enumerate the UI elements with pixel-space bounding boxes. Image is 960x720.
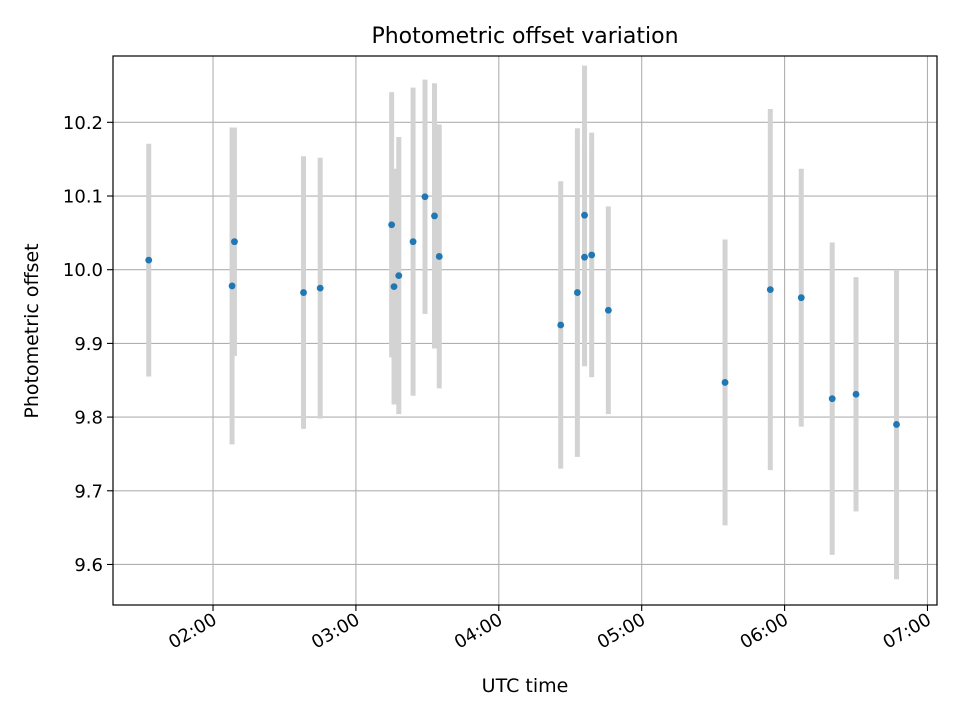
data-point — [721, 379, 729, 386]
data-point — [766, 286, 774, 294]
data-point — [828, 395, 836, 403]
data-point — [581, 253, 588, 261]
y-tick-label: 9.6 — [74, 555, 103, 576]
x-axis-label: UTC time — [482, 675, 569, 697]
grid — [113, 56, 937, 605]
plot-frame — [112, 55, 938, 606]
data-point — [228, 282, 236, 290]
data-point — [316, 284, 324, 292]
y-tick-label: 10.1 — [63, 187, 103, 208]
data-point — [435, 253, 443, 260]
y-tick-label: 9.8 — [74, 408, 103, 429]
data-point — [421, 193, 429, 201]
y-tick-label: 10.0 — [63, 260, 103, 281]
y-axis-label: Photometric offset — [21, 243, 43, 418]
data-point — [852, 390, 860, 398]
data-point — [388, 221, 396, 229]
data-point — [797, 294, 805, 302]
data-point — [581, 211, 588, 219]
data-point — [557, 321, 565, 329]
data-point — [395, 272, 403, 279]
data-points — [145, 193, 900, 428]
data-point — [409, 238, 417, 246]
data-point — [604, 306, 612, 314]
data-point — [573, 289, 581, 296]
data-point — [893, 421, 900, 428]
y-tick-label: 10.2 — [63, 113, 103, 134]
y-axis: 9.6 9.7 9.8 9.9 10.0 10.1 10.2 — [63, 113, 113, 576]
y-tick-label: 9.7 — [74, 481, 103, 502]
data-point — [390, 283, 398, 291]
y-tick-label: 9.9 — [74, 334, 103, 355]
data-point — [231, 238, 238, 246]
data-point — [588, 251, 596, 259]
data-point — [145, 256, 153, 264]
data-point — [300, 289, 307, 296]
data-point — [431, 212, 438, 220]
chart-title: Photometric offset variation — [371, 24, 678, 49]
